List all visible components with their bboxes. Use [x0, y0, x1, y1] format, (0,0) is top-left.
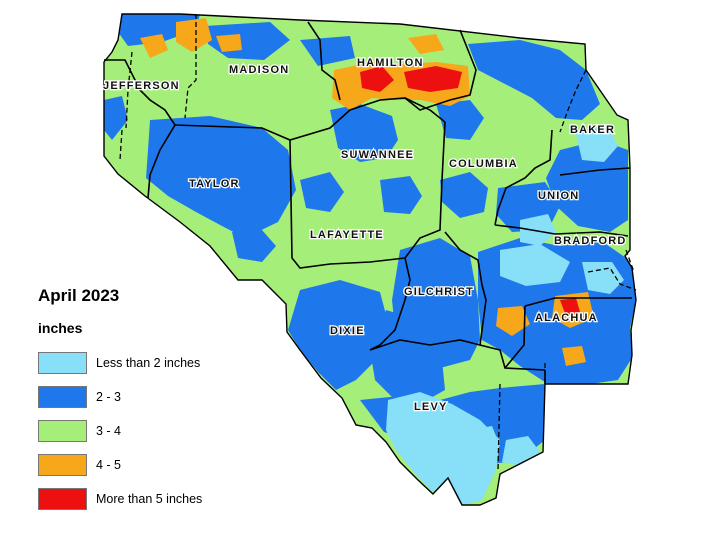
county-boundaries [104, 21, 632, 384]
legend-row: More than 5 inches [38, 482, 268, 516]
legend-units: inches [38, 320, 83, 336]
legend-row: 4 - 5 [38, 448, 268, 482]
legend-row: 3 - 4 [38, 414, 268, 448]
legend-swatch-more-than-5 [38, 488, 87, 510]
county-label-madison: MADISON [229, 64, 289, 76]
county-label-gilchrist: GILCHRIST [404, 286, 474, 298]
county-label-columbia: COLUMBIA [449, 158, 518, 170]
legend-label: 4 - 5 [96, 458, 122, 472]
county-label-bradford: BRADFORD [554, 235, 627, 247]
county-label-dixie: DIXIE [330, 325, 365, 337]
county-label-hamilton: HAMILTON [357, 57, 424, 69]
county-label-jefferson: JEFFERSON [103, 80, 180, 92]
county-label-union: UNION [538, 190, 579, 202]
legend-swatch-4-5 [38, 454, 87, 476]
map-legend: April 2023 inches Less than 2 inches 2 -… [38, 286, 268, 516]
county-label-levy: LEVY [414, 401, 448, 413]
county-label-taylor: TAYLOR [189, 178, 240, 190]
dashed-boundaries [119, 14, 637, 471]
legend-label: More than 5 inches [96, 492, 203, 506]
legend-title: April 2023 [38, 286, 120, 305]
county-label-lafayette: LAFAYETTE [310, 229, 384, 241]
legend-swatch-less-than-2 [38, 352, 87, 374]
region-border [103, 13, 637, 506]
county-label-baker: BAKER [570, 124, 615, 136]
legend-label: 3 - 4 [96, 424, 122, 438]
legend-swatch-3-4 [38, 420, 87, 442]
county-label-suwannee: SUWANNEE [341, 149, 414, 161]
county-label-alachua: ALACHUA [535, 312, 598, 324]
legend-label: 2 - 3 [96, 390, 122, 404]
rainfall-zone-more-than-5 [360, 66, 580, 316]
legend-row: 2 - 3 [38, 380, 268, 414]
legend-row: Less than 2 inches [38, 346, 268, 380]
legend-swatch-2-3 [38, 386, 87, 408]
county-labels: JEFFERSON MADISON HAMILTON BAKER TAYLOR … [102, 56, 627, 415]
legend-label: Less than 2 inches [96, 356, 201, 370]
